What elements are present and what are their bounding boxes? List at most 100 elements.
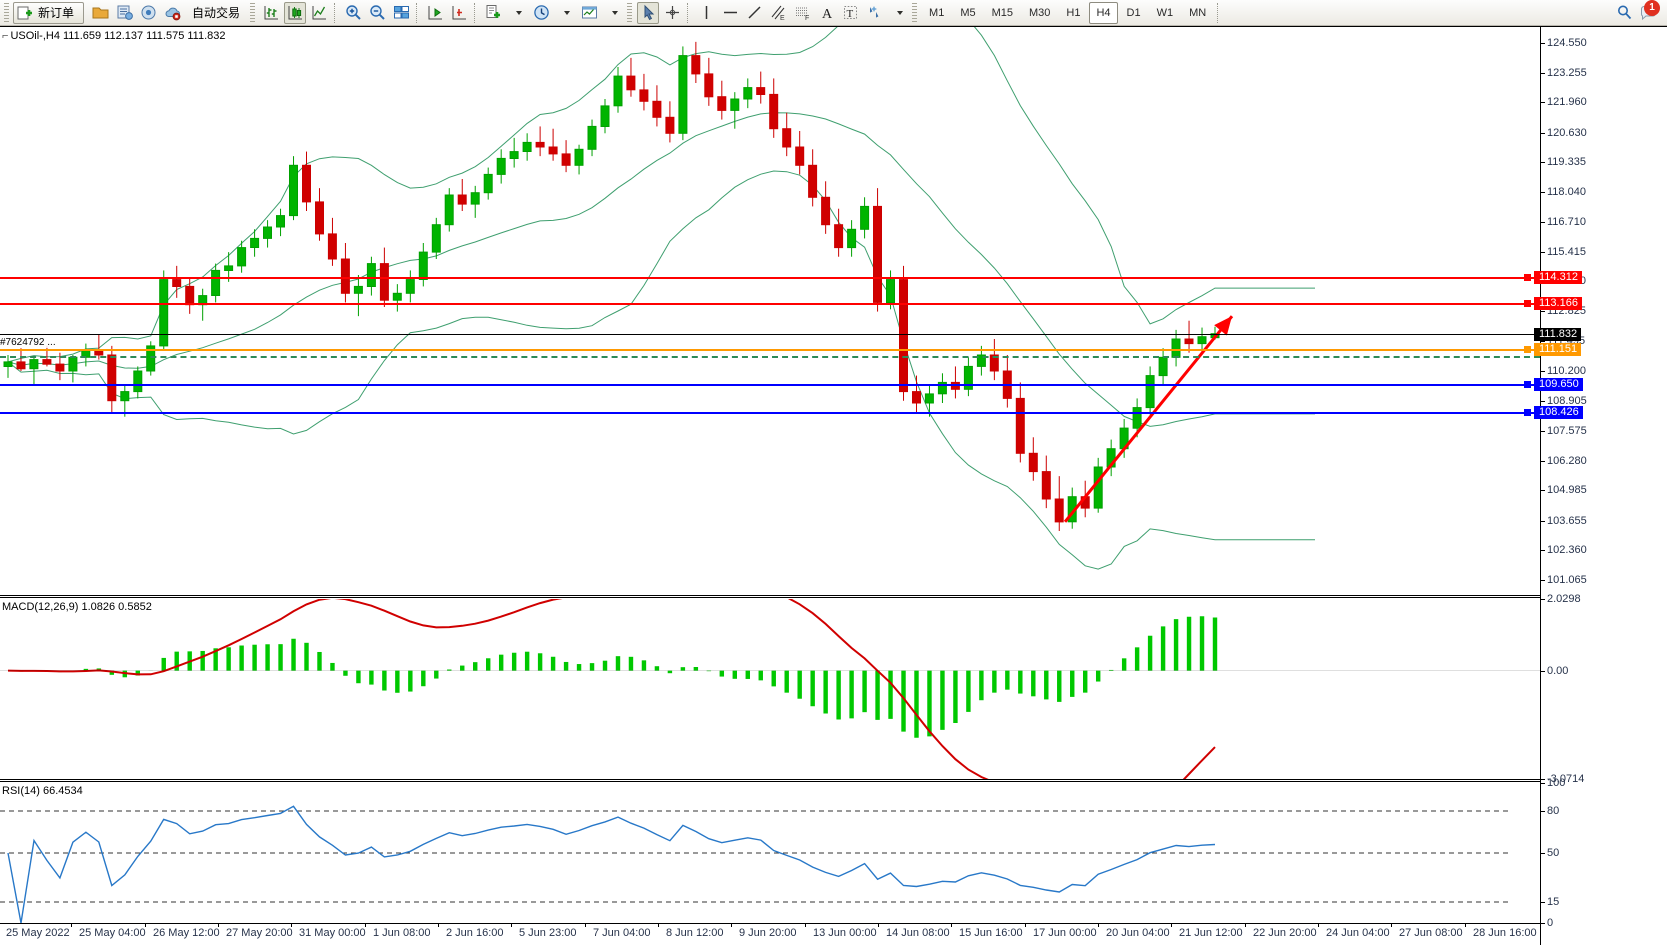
auto-scroll-icon xyxy=(452,6,466,20)
periodicity-dropdown[interactable] xyxy=(554,2,576,24)
navigator-icon xyxy=(141,5,156,20)
new-order-label: 新订单 xyxy=(38,6,75,20)
rsi-indicator-label: RSI(14) 66.4534 xyxy=(2,785,83,797)
bar-chart-icon xyxy=(264,6,278,20)
level-handle-icon[interactable] xyxy=(1524,409,1531,416)
time-tick: 2 Jun 16:00 xyxy=(438,923,504,939)
price-tick-104.985: 104.985 xyxy=(1541,485,1587,496)
timeframe-h4[interactable]: H4 xyxy=(1089,1,1118,24)
price-pane[interactable] xyxy=(0,27,1540,595)
level-handle-icon[interactable] xyxy=(1524,300,1531,307)
shift-end-button[interactable] xyxy=(424,2,446,24)
chart-canvas[interactable]: ⌐ USOil-,H4 111.659 112.137 111.575 111.8… xyxy=(0,26,1667,945)
price-tick-103.655: 103.655 xyxy=(1541,516,1587,527)
macd-pane[interactable] xyxy=(0,599,1540,779)
candlestick-chart-button[interactable] xyxy=(284,1,307,24)
crosshair-tool-button[interactable] xyxy=(661,2,683,24)
toolbar-grip-3[interactable] xyxy=(627,2,633,23)
price-tick-120.630: 120.630 xyxy=(1541,128,1587,139)
toolbar-grip-2[interactable] xyxy=(250,2,256,23)
price-label-text: 111.151 xyxy=(1539,343,1578,355)
level-handle-icon[interactable] xyxy=(1524,381,1531,388)
price-tick-111.495: 111.495 xyxy=(1541,336,1585,347)
toolbar-separator-2 xyxy=(416,2,420,23)
channel-icon: E xyxy=(771,5,785,22)
vertical-line-icon xyxy=(705,6,707,19)
new-order-button[interactable]: 新订单 xyxy=(13,1,85,24)
price-level-line-110.85[interactable] xyxy=(0,356,1540,358)
price-level-line-108.426[interactable] xyxy=(0,412,1540,414)
zoom-out-button[interactable] xyxy=(366,2,388,24)
price-label-resistance[interactable]: 113.166 xyxy=(1524,297,1582,310)
periodicity-button[interactable] xyxy=(530,2,552,24)
price-label-resistance[interactable]: 114.312 xyxy=(1524,271,1582,284)
trendline-tool-button[interactable] xyxy=(743,2,765,24)
text-tool-button[interactable]: A xyxy=(815,2,837,24)
toolbar-data-window-button[interactable] xyxy=(113,2,135,24)
data-window-icon xyxy=(117,5,133,20)
toolbar-grip-4[interactable] xyxy=(912,2,918,23)
toolbar-navigator-button[interactable] xyxy=(137,2,159,24)
notifications-button[interactable]: 1 xyxy=(1637,0,1660,24)
svg-text:E: E xyxy=(780,15,785,22)
timeframe-m30[interactable]: M30 xyxy=(1029,6,1051,19)
shapes-tool-button[interactable] xyxy=(863,2,885,24)
time-tick: 1 Jun 08:00 xyxy=(365,923,431,939)
price-tick-123.255: 123.255 xyxy=(1541,68,1587,79)
macd-indicator-label: MACD(12,26,9) 1.0826 0.5852 xyxy=(2,601,152,613)
text-label-icon: T xyxy=(843,6,857,20)
search-button[interactable] xyxy=(1613,2,1635,24)
price-level-line-109.65[interactable] xyxy=(0,384,1540,386)
chart-shift-icon xyxy=(428,6,442,20)
price-label-last-price[interactable]: 111.832 xyxy=(1534,328,1582,341)
price-label-order[interactable]: 111.151 xyxy=(1524,343,1582,356)
templates-dropdown[interactable] xyxy=(602,2,624,24)
price-level-line-113.166[interactable] xyxy=(0,303,1540,305)
zoom-in-button[interactable] xyxy=(342,2,364,24)
fibonacci-tool-button[interactable]: F xyxy=(791,2,813,24)
indicators-button[interactable] xyxy=(482,2,504,24)
price-level-line-111.151[interactable] xyxy=(0,349,1540,351)
line-chart-button[interactable] xyxy=(308,2,330,24)
bar-chart-button[interactable] xyxy=(260,2,282,24)
price-label-text: 108.426 xyxy=(1539,406,1579,418)
timeframe-d1[interactable]: D1 xyxy=(1126,6,1141,19)
timeframe-m5[interactable]: M5 xyxy=(960,6,976,19)
toolbar-separator-5 xyxy=(1217,2,1221,23)
timeframe-h1[interactable]: H1 xyxy=(1066,6,1081,19)
candlestick-icon xyxy=(288,6,302,20)
svg-text:F: F xyxy=(805,15,809,22)
rsi-tick-0: 0 xyxy=(1541,918,1553,929)
toolbar-grip[interactable] xyxy=(4,2,9,23)
timeframe-w1[interactable]: W1 xyxy=(1156,6,1174,19)
price-tick-112.825: 112.825 xyxy=(1541,306,1586,317)
price-level-line-111.832[interactable] xyxy=(0,334,1540,335)
price-label-support[interactable]: 109.650 xyxy=(1524,378,1583,391)
equidistant-channel-tool-button[interactable]: E xyxy=(767,2,789,24)
price-level-line-114.312[interactable] xyxy=(0,277,1540,279)
auto-scroll-button[interactable] xyxy=(448,2,470,24)
timeframe-m1[interactable]: M1 xyxy=(929,6,945,19)
time-tick: 24 Jun 04:00 xyxy=(1318,923,1390,939)
templates-button[interactable] xyxy=(578,2,600,24)
symbol-ohlc-text: USOil-,H4 111.659 112.137 111.575 111.83… xyxy=(10,30,226,42)
horizontal-line-tool-button[interactable] xyxy=(719,2,741,24)
toolbar-symbols-button[interactable] xyxy=(89,2,111,24)
level-handle-icon[interactable] xyxy=(1524,274,1531,281)
timeframe-mn[interactable]: MN xyxy=(1189,6,1207,19)
price-tick-108.905: 108.905 xyxy=(1541,396,1587,407)
indicators-dropdown[interactable] xyxy=(506,2,528,24)
cursor-tool-button[interactable] xyxy=(637,1,660,24)
price-label-support[interactable]: 108.426 xyxy=(1524,406,1583,419)
text-label-tool-button[interactable]: T xyxy=(839,2,861,24)
shapes-dropdown[interactable] xyxy=(887,2,909,24)
order-label: #7624792 ... xyxy=(0,337,56,348)
level-handle-icon[interactable] xyxy=(1524,346,1531,353)
tile-windows-button[interactable] xyxy=(390,2,412,24)
rsi-plot xyxy=(0,805,1510,923)
vertical-line-tool-button[interactable] xyxy=(695,2,717,24)
timeframe-m15[interactable]: M15 xyxy=(991,6,1013,19)
auto-trading-button[interactable]: 自动交易 xyxy=(184,2,248,24)
rsi-pane[interactable] xyxy=(0,783,1540,923)
toolbar-terminal-button[interactable] xyxy=(161,2,183,24)
